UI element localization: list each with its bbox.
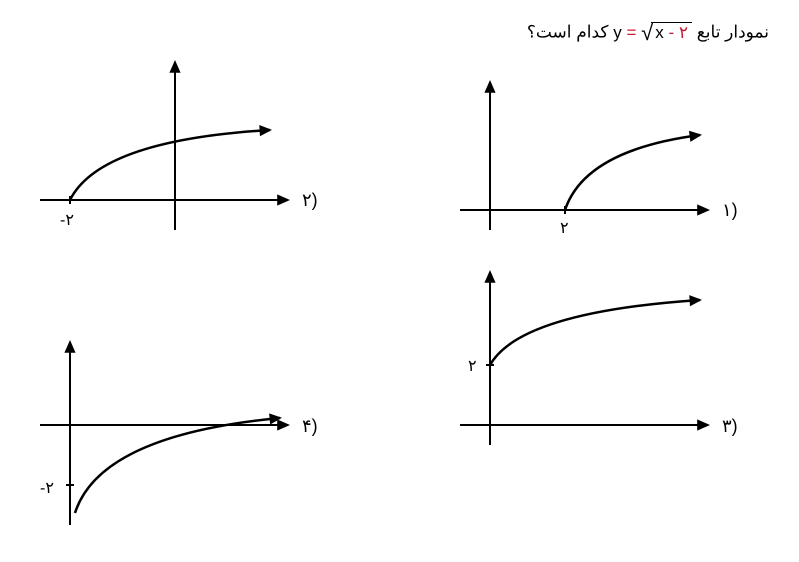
option-label-1: (۱ bbox=[722, 200, 738, 221]
sqrt-x: x bbox=[655, 23, 664, 42]
tick-label-3: ۲ bbox=[468, 356, 477, 376]
equation-equals: = bbox=[626, 23, 636, 42]
tick-label-4: -۲ bbox=[40, 478, 54, 498]
tick-label-1: ۲ bbox=[560, 218, 569, 238]
chart-grid: ۲ (۱ -۲ (۲ ۲ (۳ -۲ (۴ bbox=[0, 60, 799, 550]
chart-1 bbox=[450, 80, 760, 250]
option-label-2: (۲ bbox=[302, 190, 318, 211]
sqrt-minus: - bbox=[668, 23, 674, 42]
option-4: -۲ (۴ bbox=[30, 340, 340, 540]
option-3: ۲ (۳ bbox=[450, 270, 760, 470]
tick-label-2: -۲ bbox=[60, 210, 74, 230]
option-1: ۲ (۱ bbox=[450, 80, 760, 250]
question-suffix: کدام است؟ bbox=[527, 22, 609, 41]
sqrt-content: x - ۲ bbox=[651, 22, 692, 43]
option-2: -۲ (۲ bbox=[30, 60, 340, 250]
question-prefix: نمودار تابع bbox=[697, 22, 769, 41]
option-label-4: (۴ bbox=[302, 416, 318, 437]
chart-2 bbox=[30, 60, 340, 250]
sqrt-num: ۲ bbox=[679, 23, 688, 42]
chart-4 bbox=[30, 340, 340, 540]
equation-y: y bbox=[613, 23, 622, 42]
question-text: نمودار تابع y = √x - ۲ کدام است؟ bbox=[527, 20, 769, 46]
chart-3 bbox=[450, 270, 760, 470]
option-label-3: (۳ bbox=[722, 416, 738, 437]
equation: y = √x - ۲ bbox=[613, 20, 692, 46]
